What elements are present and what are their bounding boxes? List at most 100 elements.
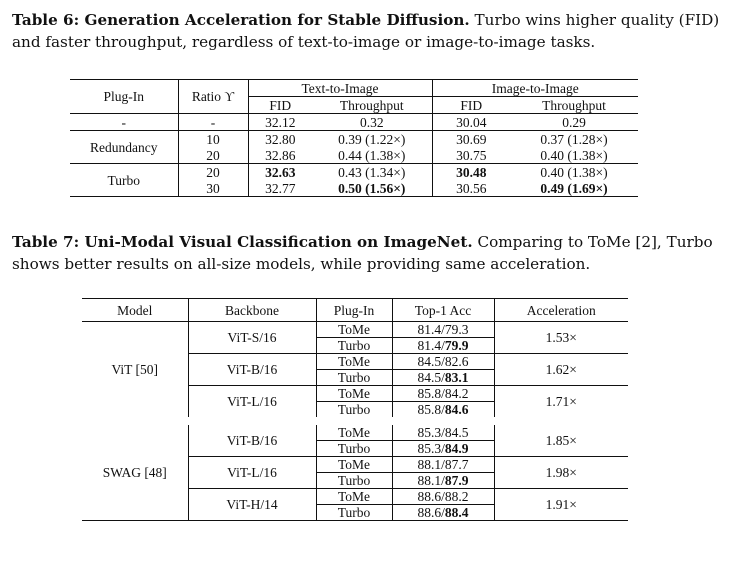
table-row: - - 32.12 0.32 30.04 0.29	[70, 113, 638, 131]
t6-cell: 20	[178, 147, 249, 164]
t7-accel: 1.85×	[494, 420, 628, 457]
t7-backbone: ViT-H/14	[188, 488, 317, 521]
t6-cell: 32.12	[265, 114, 296, 130]
t6-cell: 32.86	[265, 147, 296, 163]
t7-backbone: ViT-L/16	[188, 385, 317, 422]
t7-acc-tome: 81.4/79.3	[392, 321, 495, 338]
t6-cell: 0.40 (1.38×)	[540, 147, 608, 163]
t7-plugin-turbo: Turbo	[316, 337, 393, 354]
t6-cell: 30.75	[456, 147, 487, 163]
table-row: 30 32.77 0.50 (1.56×) 30.56 0.49 (1.69×)	[70, 180, 638, 197]
table6-caption-title: Table 6: Generation Acceleration for Sta…	[12, 11, 470, 29]
t7-plugin-tome: ToMe	[316, 385, 393, 402]
t7-accel: 1.53×	[494, 321, 628, 354]
t7-header-plugin: Plug-In	[316, 298, 393, 322]
table-row: SWAG [48] ViT-B/16 ToMe 85.3/84.5 1.85×	[82, 420, 628, 521]
table-row: 20 32.86 0.44 (1.38×) 30.75 0.40 (1.38×)	[70, 147, 638, 164]
t6-cell: 10	[178, 130, 249, 147]
table-row: Turbo 20 32.63 0.43 (1.34×) 30.48 0.40 (…	[70, 163, 638, 197]
t6-cell: 0.39 (1.22×)	[312, 130, 433, 147]
t7-backbone: ViT-L/16	[188, 456, 317, 489]
t7-vit-section: ViT [50] ViT-S/16 ToMe 81.4/79.3 1.53× Turbo 8…	[82, 321, 628, 422]
t7-acc-turbo-best: 84.9	[444, 441, 469, 456]
t7-plugin-turbo: Turbo	[316, 472, 393, 489]
t7-acc-turbo: 81.4/79.9	[392, 337, 495, 354]
t7-model-swag: SWAG [48]	[82, 420, 189, 521]
t7-plugin-tome: ToMe	[316, 353, 393, 370]
t7-plugin-tome: ToMe	[316, 420, 393, 441]
table7: Model Backbone Plug-In Top-1 Acc Acceler…	[82, 298, 628, 521]
t6-cell-best: 0.49 (1.69×)	[540, 180, 608, 196]
t6-cell: 0.40 (1.38×)	[540, 164, 608, 180]
table-row: Turbo 84.5/83.1	[82, 369, 628, 386]
t7-acc-turbo-base: 88.1/	[417, 473, 445, 488]
t7-acc-turbo: 88.6/88.4	[392, 504, 495, 521]
t7-header-model: Model	[82, 298, 189, 322]
t7-acc-turbo-best: 88.4	[444, 505, 469, 520]
t7-plugin-turbo: Turbo	[316, 401, 393, 421]
t7-backbone: ViT-B/16	[188, 420, 317, 457]
t7-swag-section: SWAG [48] ViT-B/16 ToMe 85.3/84.5 1.85× Turbo…	[82, 420, 628, 521]
t7-acc-turbo: 88.1/87.9	[392, 472, 495, 489]
table6-caption: Table 6: Generation Acceleration for Sta…	[12, 9, 728, 53]
t6-cell: 30.04	[456, 114, 487, 130]
t7-plugin-turbo: Turbo	[316, 369, 393, 386]
t7-acc-turbo-best: 83.1	[444, 370, 469, 385]
t7-acc-turbo: 85.8/84.6	[392, 401, 495, 421]
t6-cell: 32.77	[265, 180, 296, 196]
t7-header-backbone: Backbone	[188, 298, 317, 322]
t7-plugin-turbo: Turbo	[316, 440, 393, 457]
t6-cell: 30	[178, 180, 249, 197]
table7-caption: Table 7: Uni-Modal Visual Classification…	[12, 231, 728, 275]
t6-header-t2i-fid: FID	[269, 97, 292, 113]
t6-cell: 0.43 (1.34×)	[312, 163, 433, 180]
t6-header-ratio: Ratio ϒ	[178, 79, 249, 114]
table7-caption-title: Table 7: Uni-Modal Visual Classification…	[12, 233, 473, 251]
table-row: ViT [50] ViT-S/16 ToMe 81.4/79.3 1.53×	[82, 321, 628, 422]
t7-backbone: ViT-B/16	[188, 353, 317, 386]
t6-cell: 0.29	[562, 114, 586, 130]
t7-header-top1: Top-1 Acc	[392, 298, 495, 322]
table6-caption-body: Turbo wins higher quality (FID) and fast…	[12, 11, 720, 51]
t7-acc-tome: 84.5/82.6	[392, 353, 495, 370]
t7-plugin-tome: ToMe	[316, 321, 393, 338]
t7-plugin-turbo: Turbo	[316, 504, 393, 521]
table-row: Turbo 81.4/79.9	[82, 337, 628, 354]
table-row: Turbo 85.3/84.9	[82, 440, 628, 457]
t7-accel: 1.91×	[494, 488, 628, 521]
table6: Plug-In Ratio ϒ Text-to-Image Image-to-I…	[70, 79, 638, 197]
t6-cell: 0.37 (1.28×)	[540, 131, 608, 147]
table7-caption-body: Comparing to ToMe [2], Turbo shows bette…	[12, 233, 713, 273]
t6-header-i2i-fid: FID	[460, 97, 483, 113]
t7-acc-turbo-best: 84.6	[444, 402, 469, 417]
t7-accel: 1.71×	[494, 385, 628, 422]
t7-acc-turbo-base: 85.3/	[417, 441, 445, 456]
t7-accel: 1.98×	[494, 456, 628, 489]
t7-acc-turbo-best: 79.9	[444, 338, 469, 353]
t6-cell-best: 32.63	[265, 164, 296, 180]
t6-cell: 32.80	[265, 131, 296, 147]
t7-acc-turbo-base: 84.5/	[417, 370, 445, 385]
t6-cell: 0.32	[312, 113, 433, 131]
t6-cell: 30.69	[456, 131, 487, 147]
t6-header-plugin: Plug-In	[70, 79, 179, 114]
t6-group-redundancy: Redundancy	[70, 130, 179, 164]
t7-accel: 1.62×	[494, 353, 628, 386]
t6-cell: -	[178, 113, 249, 131]
table-row: ViT-B/16 ToMe 84.5/82.6 1.62×	[82, 353, 628, 386]
t7-model-vit: ViT [50]	[82, 321, 189, 422]
t6-header-i2i-throughput: Throughput	[542, 97, 606, 113]
t7-header-accel: Acceleration	[526, 302, 596, 318]
t7-acc-turbo-best: 87.9	[444, 473, 469, 488]
t7-acc-turbo-base: 85.8/	[417, 402, 445, 417]
t7-acc-turbo-base: 88.6/	[417, 505, 445, 520]
t6-cell: -	[70, 113, 179, 131]
t6-cell: 20	[178, 163, 249, 180]
t6-group-turbo: Turbo	[70, 163, 179, 197]
t7-acc-turbo-base: 81.4/	[417, 338, 445, 353]
table-row: Redundancy 10 32.80 0.39 (1.22×) 30.69 0…	[70, 130, 638, 164]
t7-acc-tome: 85.3/84.5	[392, 420, 495, 441]
t6-cell: 30.56	[456, 180, 487, 196]
table-row: Turbo 88.6/88.4	[82, 504, 628, 521]
t7-plugin-tome: ToMe	[316, 456, 393, 473]
